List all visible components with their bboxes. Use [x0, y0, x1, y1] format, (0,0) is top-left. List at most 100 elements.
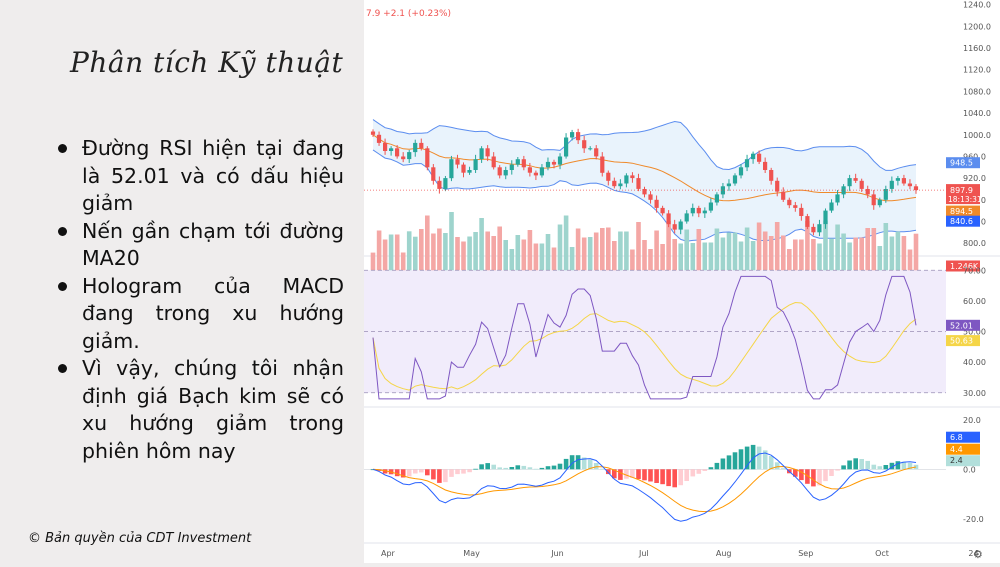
macd-histogram-bar	[793, 469, 798, 477]
volume-bar	[799, 239, 804, 272]
macd-histogram-bar	[907, 462, 913, 470]
bullet-text: Vì vậy, chúng tôi nhận định giá Bạch kim…	[82, 356, 344, 463]
price-axis-tick-label: 1080.0	[963, 87, 991, 96]
macd-signal-line	[372, 465, 917, 513]
macd-histogram-bar	[877, 466, 883, 470]
settings-gear-icon[interactable]: ⚙	[973, 548, 983, 561]
macd-histogram-bar	[883, 465, 889, 470]
volume-bar	[382, 239, 388, 272]
volume-bar	[515, 235, 521, 272]
candle-body	[455, 159, 460, 165]
macd-histogram-bar	[774, 462, 780, 470]
macd-histogram-bar	[768, 456, 774, 470]
volume-bar	[503, 240, 508, 272]
volume-bar	[467, 236, 472, 272]
volume-bar	[781, 235, 786, 272]
macd-histogram-bar	[829, 469, 834, 476]
candle-body	[775, 180, 780, 192]
macd-histogram-bar	[630, 469, 635, 478]
volume-bar	[913, 233, 919, 272]
macd-histogram-bar	[394, 469, 400, 477]
macd-histogram-bar	[593, 463, 599, 470]
macd-histogram-bar	[600, 468, 605, 470]
volume-bar	[370, 252, 376, 272]
macd-histogram-bar	[714, 462, 720, 470]
volume-bar	[593, 232, 599, 272]
volume-bar	[660, 244, 665, 272]
last-price-tag-bg	[946, 184, 980, 205]
candle-body	[678, 221, 683, 230]
candle-body	[419, 142, 424, 149]
time-axis-label: Jul	[638, 549, 649, 558]
volume-bar	[400, 252, 406, 272]
rsi-axis-tick-label: 60.00	[963, 297, 986, 306]
macd-histogram-bar	[666, 469, 671, 487]
volume-bar	[835, 224, 840, 272]
time-axis-label: Jun	[550, 549, 564, 558]
rsi-axis-tick-label: 50.00	[963, 328, 986, 337]
candle-body	[636, 178, 641, 189]
volume-bar	[720, 237, 726, 272]
macd-histogram-bar	[545, 466, 551, 470]
countdown-tag: 18:13:31	[948, 195, 982, 204]
candle-body	[443, 178, 448, 189]
macd-histogram-bar	[702, 469, 708, 471]
volume-bar	[714, 228, 720, 272]
candle-body	[491, 156, 496, 168]
candle-body	[763, 161, 768, 170]
macd-histogram-bar	[569, 455, 575, 470]
trading-chart[interactable]: 1240.0 1200.0 1160.0 1120.0 1080.0 1040.0 1000…	[364, 0, 1000, 563]
candle-body	[690, 207, 695, 214]
ma20-value-tag-bg	[946, 205, 980, 217]
rsi-ma-value-tag-bg	[946, 335, 980, 347]
rsi-value-tag-bg	[946, 319, 980, 331]
macd-histogram-bar	[382, 469, 388, 474]
volume-bar	[557, 224, 563, 272]
volume-bar	[756, 222, 762, 272]
time-axis-label: Apr	[381, 549, 396, 558]
macd-histogram-bar	[563, 458, 569, 470]
price-axis-tick-label: 1040.0	[963, 109, 991, 118]
volume-bar	[907, 249, 913, 272]
slide-title: Phân tích Kỹ thuật	[70, 46, 344, 79]
rsi-axis-tick-label: 70.00	[963, 266, 986, 275]
volume-bar	[672, 239, 677, 272]
chart-svg[interactable]: 1240.0 1200.0 1160.0 1120.0 1080.0 1040.0 1000…	[364, 0, 1000, 563]
candle-body	[570, 132, 575, 138]
candle-body	[376, 134, 382, 143]
candle-body	[401, 156, 406, 160]
macd-histogram-bar	[895, 461, 901, 470]
candle-body	[389, 148, 394, 151]
macd-value-tag-bg	[946, 431, 980, 443]
macd-histogram-bar	[521, 465, 527, 470]
bullet-item: Hologram của MACD đang trong xu hướng gi…	[48, 273, 344, 356]
macd-histogram-bar	[485, 463, 490, 470]
macd-histogram-bar	[696, 469, 702, 474]
macd-histogram-bar	[871, 464, 877, 470]
candle-body	[811, 226, 816, 233]
volume-bar	[823, 220, 828, 272]
candle-body	[425, 148, 430, 168]
bullet-text: Hologram của MACD đang trong xu hướng gi…	[82, 273, 344, 353]
candle-body	[793, 205, 798, 208]
macd-histogram-bar	[708, 467, 714, 470]
volume-bar	[437, 228, 442, 272]
bullet-text: Nến gần chạm tới đường MA20	[82, 218, 344, 271]
candle-body	[835, 194, 840, 203]
candle-body	[829, 202, 834, 211]
macd-histogram-bar	[799, 469, 804, 481]
upper-band-value-tag: 948.5	[950, 159, 973, 168]
rsi-ma-value-tag: 50.63	[950, 337, 973, 346]
volume-bar	[895, 231, 901, 272]
macd-histogram-bar	[690, 469, 696, 477]
candle-body	[726, 183, 731, 187]
bullet-dot-icon	[58, 364, 67, 373]
volume-bar	[642, 240, 647, 272]
volume-bar	[889, 236, 895, 272]
volume-bar	[479, 218, 484, 272]
macd-histogram-bar	[612, 469, 617, 479]
volume-bar	[563, 215, 569, 272]
volume-bar	[805, 221, 810, 272]
bullet-text: Đường RSI hiện tại đang là 52.01 và có d…	[82, 136, 344, 215]
candle-body	[672, 224, 677, 230]
